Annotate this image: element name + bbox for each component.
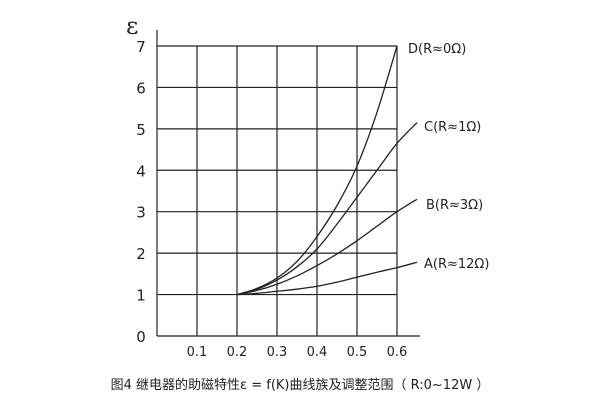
grid — [157, 45, 398, 336]
y-tick-label: 4 — [136, 162, 146, 180]
series-label-a: A(R≈12Ω) — [424, 257, 489, 272]
axes — [156, 30, 420, 337]
y-tick-label: 5 — [136, 121, 146, 139]
y-tick-label: 7 — [136, 38, 146, 56]
x-tick-label: 0.4 — [307, 345, 328, 360]
y-tick-label: 6 — [136, 79, 146, 97]
curve-d — [236, 45, 398, 296]
curve-a — [236, 261, 418, 296]
x-tick-label: 0.3 — [267, 345, 288, 360]
x-tick-label: 0.5 — [347, 345, 368, 360]
y-tick-label: 2 — [136, 245, 146, 263]
y-tick-label: 3 — [136, 204, 146, 222]
y-tick-label: 0 — [136, 328, 146, 346]
curve-c — [236, 122, 418, 296]
x-tick-label: 0.1 — [187, 345, 208, 360]
y-tick-label: 1 — [136, 287, 146, 305]
tick-labels: 0 1 2 3 4 5 6 7 0.1 0.2 0.3 0.4 0.5 0.6 — [136, 38, 407, 360]
curves — [236, 45, 418, 296]
figure-caption: 图4 继电器的助磁特性ε = f(K)曲线族及调整范围（ R:0~12W ） — [110, 378, 490, 393]
series-label-d: D(R≈0Ω) — [408, 42, 466, 57]
series-label-b: B(R≈3Ω) — [426, 198, 483, 213]
x-tick-label: 0.6 — [387, 345, 408, 360]
x-tick-label: 0.2 — [227, 345, 248, 360]
series-labels: D(R≈0Ω) C(R≈1Ω) B(R≈3Ω) A(R≈12Ω) — [408, 42, 489, 272]
curve-b — [236, 198, 418, 296]
series-label-c: C(R≈1Ω) — [424, 120, 481, 135]
y-axis-label: ε — [126, 12, 138, 40]
